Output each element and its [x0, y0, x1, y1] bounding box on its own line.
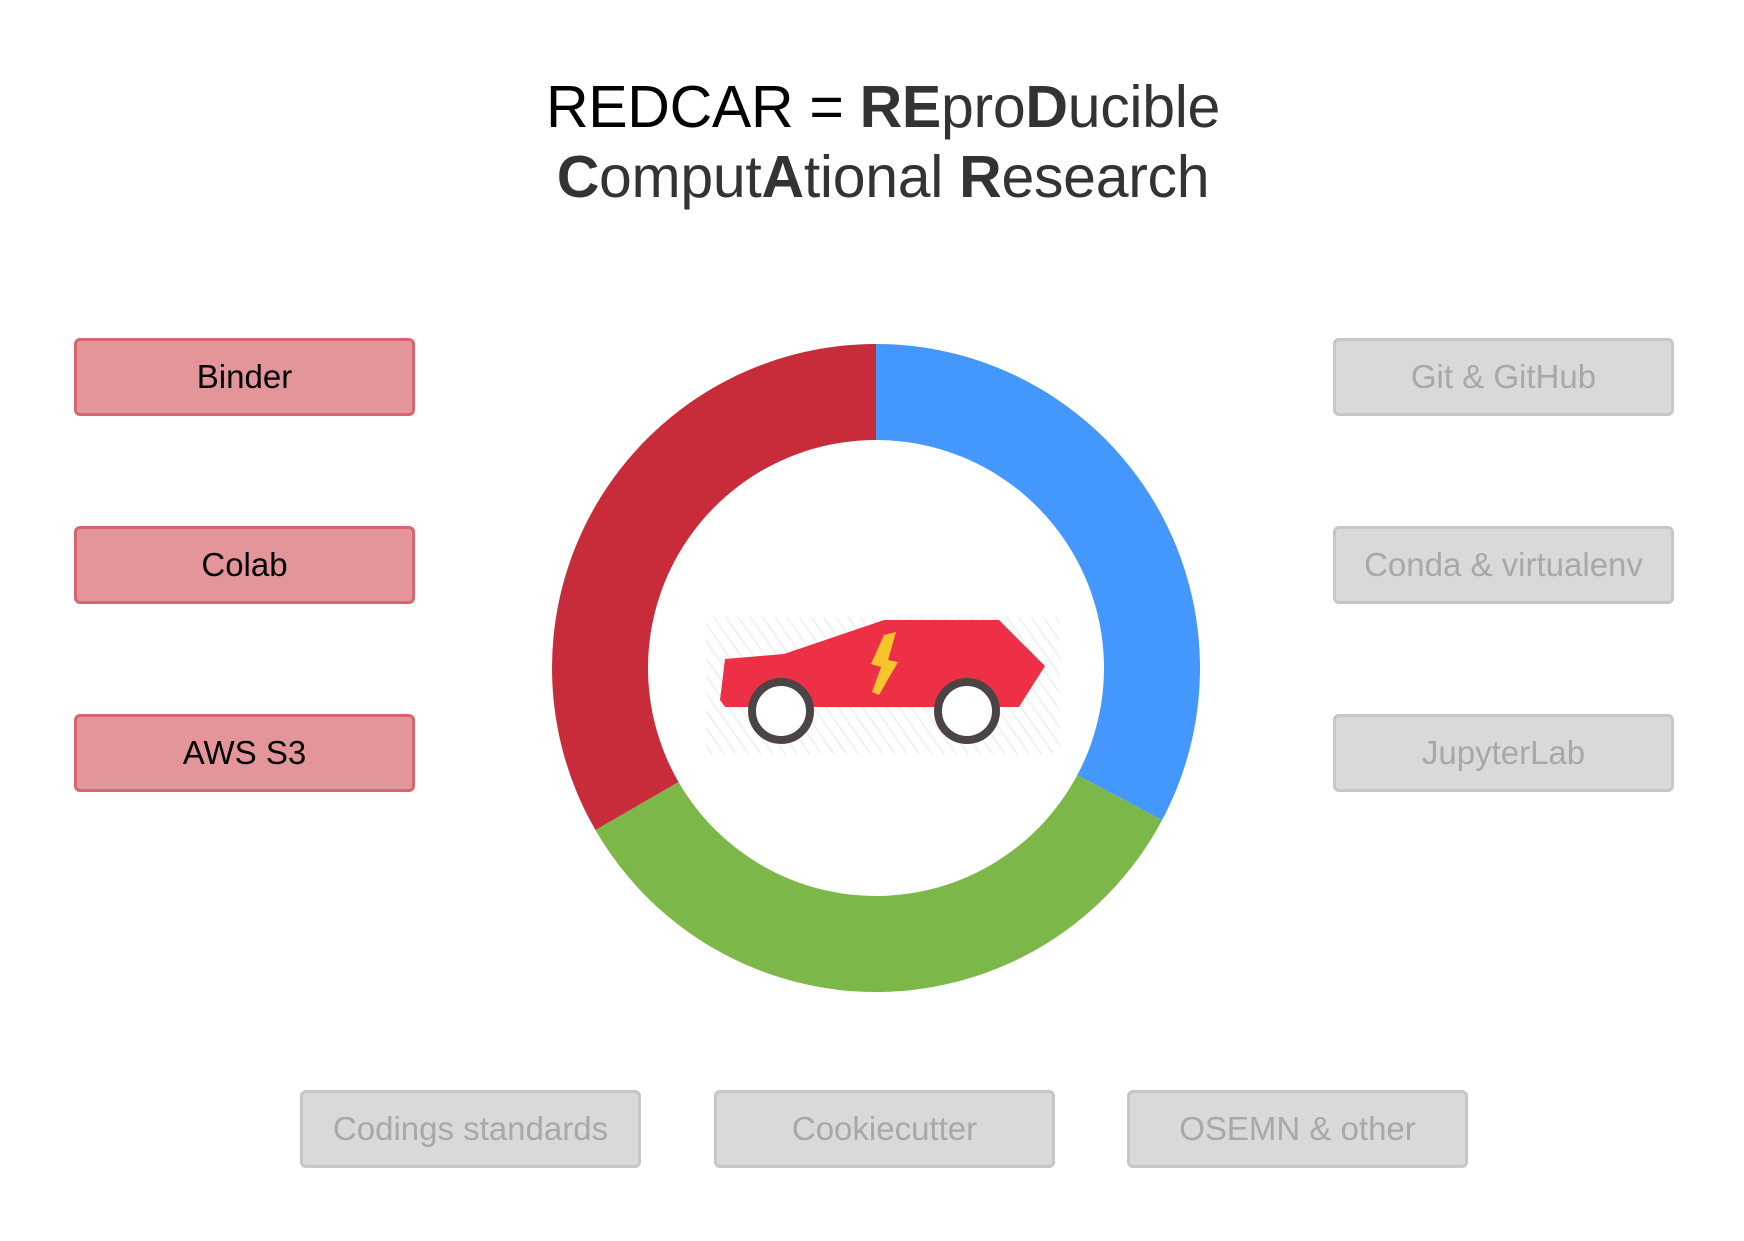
lightning-bolt-icon — [871, 632, 898, 695]
title-part: pro — [941, 74, 1026, 140]
diagram-title: REDCAR = REproDucible ComputAtional Rese… — [0, 72, 1744, 212]
title-line-2: ComputAtional Research — [0, 142, 1744, 212]
rear-wheel — [934, 678, 1000, 744]
title-part: omput — [599, 144, 762, 210]
electric-car-icon — [706, 617, 1060, 754]
title-part: RE — [859, 74, 942, 140]
title-line-1: REDCAR = REproDucible — [0, 72, 1744, 142]
title-prefix: REDCAR = — [545, 74, 860, 140]
box-binder: Binder — [74, 338, 415, 416]
title-part: R — [959, 144, 1002, 210]
box-jupyterlab: JupyterLab — [1333, 714, 1674, 792]
ring-segment-red — [551, 344, 876, 830]
box-osemn-other: OSEMN & other — [1127, 1090, 1468, 1168]
front-wheel — [748, 678, 814, 744]
box-colab: Colab — [74, 526, 415, 604]
box-coding-standards: Codings standards — [300, 1090, 641, 1168]
title-part: esearch — [1001, 144, 1210, 210]
title-part: A — [761, 144, 805, 210]
box-conda-virtualenv: Conda & virtualenv — [1333, 526, 1674, 604]
title-part: ucible — [1067, 74, 1221, 140]
box-aws-s3: AWS S3 — [74, 714, 415, 792]
box-git-github: Git & GitHub — [1333, 338, 1674, 416]
title-part: D — [1025, 74, 1068, 140]
ring-segments — [551, 344, 1200, 993]
title-part: C — [556, 144, 600, 210]
ring-segment-green — [595, 775, 1163, 993]
ring-segment-blue — [876, 344, 1200, 821]
box-cookiecutter: Cookiecutter — [714, 1090, 1055, 1168]
title-part: tional — [803, 144, 960, 210]
